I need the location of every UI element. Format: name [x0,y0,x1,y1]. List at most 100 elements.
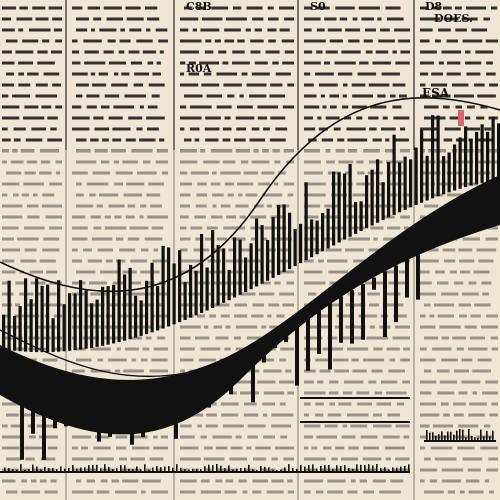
baseline-tick [196,469,198,472]
spike-bar-down [141,389,145,438]
baseline-tick [204,466,206,472]
spike-bar-up [321,213,325,252]
spike-bar-up [117,259,121,343]
baseline-tick [80,467,82,472]
baseline-tick [32,464,34,472]
spike-bar-up [277,204,281,275]
spike-bar-down [372,277,376,290]
spike-bar-down [97,397,101,442]
mini-chart-bar [447,431,449,441]
baseline-tick [352,468,354,472]
mini-chart-bar [450,431,452,441]
baseline-tick [392,467,394,472]
spike-bar-up [183,282,187,320]
baseline-tick [8,468,10,472]
baseline-tick [20,464,22,472]
spike-bar-up [420,130,424,203]
spike-bar-down [405,259,409,298]
baseline-tick [116,468,118,472]
spike-bar-up [233,237,237,298]
column-5-mid-label: ESA [422,86,450,100]
baseline-tick [52,468,54,472]
spike-bar-up [491,116,495,181]
spike-bar-down [20,395,24,460]
baseline-tick [56,469,58,472]
baseline-tick [148,469,150,472]
baseline-tick [156,466,158,472]
spike-bar-down [174,379,178,439]
baseline-tick [76,468,78,472]
spike-bar-up [46,284,50,353]
baseline-tick [132,469,134,472]
baseline-tick [136,466,138,472]
spike-bar-up [13,316,17,351]
baseline-tick [388,469,390,472]
baseline-tick [292,468,294,472]
baseline-tick [344,465,346,472]
spike-bar-down [350,290,354,344]
baseline-tick [192,468,194,472]
baseline-tick [68,468,70,472]
baseline-tick [268,467,270,472]
baseline-tick [244,467,246,472]
spike-bar-down [119,393,123,434]
baseline-tick [288,464,290,472]
baseline-tick [312,464,314,472]
spike-bar-down [317,309,321,354]
column-4-header: S0 [310,0,326,13]
spike-bar-up [73,293,77,351]
baseline-tick [284,467,286,472]
spike-bar-up [156,286,160,331]
spike-bar-up [68,293,72,351]
upper-curve [0,96,500,293]
baseline-tick [120,465,122,472]
spike-bar-up [365,175,369,229]
baseline-tick [208,464,210,472]
spike-bar-down [416,253,420,300]
baseline-tick [48,468,50,472]
spike-bar-up [222,248,226,303]
baseline-tick [176,464,178,472]
spike-bar-up [7,280,11,351]
baseline-tick [404,465,406,472]
spike-bar-up [266,239,270,281]
spike-bar-down [339,296,343,343]
spike-bar-up [84,290,88,349]
baseline-tick [12,469,14,472]
mini-chart-bar [429,432,431,441]
spike-bar-up [414,147,418,206]
spike-bar-down [130,391,134,445]
baseline-tick [348,467,350,472]
spike-bar-up [134,295,138,338]
baseline-tick [276,469,278,472]
baseline-tick [372,465,374,472]
baseline-tick [60,466,62,472]
spike-bar-down [31,396,35,434]
spike-bar-up [211,230,215,308]
baseline-tick [112,469,114,472]
spike-bar-up [255,218,259,287]
spike-bar-up [288,212,292,270]
mini-chart-bar [465,437,467,441]
baseline-tick [180,467,182,472]
baseline-tick [300,465,302,472]
baseline-tick [260,466,262,472]
spike-bar-up [447,152,451,193]
spike-bar-down [394,265,398,323]
column-5-subheader: DOES. [434,12,473,25]
baseline-tick [100,468,102,472]
baseline-tick [400,466,402,472]
mini-chart-bar [492,430,494,441]
spike-bar-up [29,299,33,352]
accent-mark [458,110,464,126]
spike-bar-down [163,382,167,401]
baseline-tick [236,468,238,472]
baseline-tick [332,468,334,472]
baseline-tick [264,466,266,472]
spike-bar-up [238,239,242,295]
spike-bar-up [172,263,176,325]
mini-chart-bar [468,429,470,441]
baseline-tick [328,465,330,472]
baseline-tick [360,464,362,472]
mini-chart-bar [426,430,428,441]
